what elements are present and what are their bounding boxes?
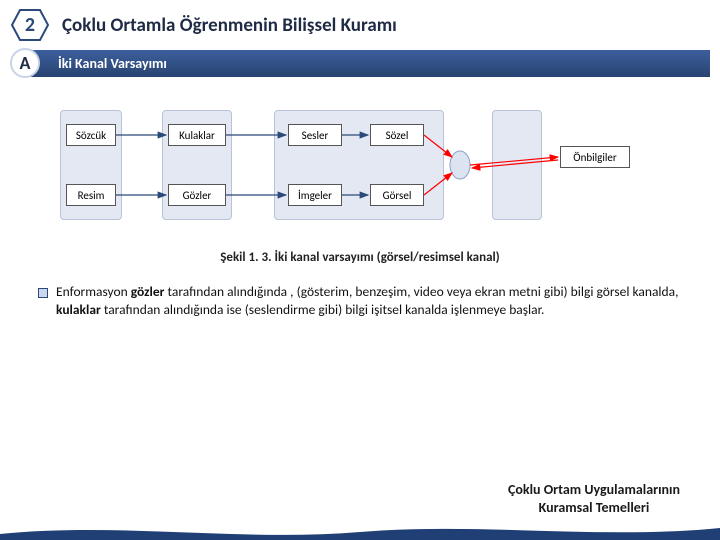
subheader-row: A İki Kanal Varsayımı <box>0 48 720 78</box>
bt-b2: kulaklar <box>56 301 104 318</box>
section-letter-badge: A <box>10 48 40 78</box>
footer-line2: Kuramsal Temelleri <box>508 499 680 517</box>
slide-number-hex: 2 <box>10 8 50 42</box>
node-gozler: Gözler <box>168 184 226 206</box>
footer-line1: Çoklu Ortam Uygulamalarının <box>508 481 680 499</box>
footer-title: Çoklu Ortam Uygulamalarının Kuramsal Tem… <box>508 481 680 516</box>
dual-channel-diagram: Sözcük Resim Kulaklar Gözler Sesler İmge… <box>60 102 680 242</box>
bt-1: Enformasyon <box>56 283 131 300</box>
figure-caption: Şekil 1. 3. İki kanal varsayımı (görsel/… <box>0 250 720 265</box>
bt-b1: gözler <box>131 283 168 300</box>
bullet-text: Enformasyon gözler tarafından alındığınd… <box>56 283 682 319</box>
node-gorsel: Görsel <box>370 184 424 206</box>
footer-wave-icon <box>0 522 720 540</box>
slide-number: 2 <box>25 13 35 37</box>
node-sozcuk: Sözcük <box>66 124 116 146</box>
diagram-arrows <box>60 102 660 242</box>
node-imgeler: İmgeler <box>288 184 342 206</box>
bullet-block: Enformasyon gözler tarafından alındığınd… <box>0 265 720 319</box>
node-kulaklar: Kulaklar <box>168 124 226 146</box>
bullet-square-icon <box>38 288 48 298</box>
bt-2: tarafından alındığında , (gösterim, benz… <box>168 283 679 300</box>
caption-rest: İki kanal varsayımı (görsel/resimsel kan… <box>272 250 500 265</box>
caption-bold: Şekil 1. 3. <box>220 250 271 265</box>
bt-3: tarafından alındığında ise (seslendirme … <box>104 301 545 318</box>
page-title: Çoklu Ortamla Öğrenmenin Bilişsel Kuramı <box>62 14 397 37</box>
section-title-pill: İki Kanal Varsayımı <box>30 50 710 77</box>
node-onbilgiler: Önbilgiler <box>560 146 630 168</box>
header-row: 2 Çoklu Ortamla Öğrenmenin Bilişsel Kura… <box>0 0 720 48</box>
node-sesler: Sesler <box>288 124 342 146</box>
node-sozel: Sözel <box>370 124 424 146</box>
node-resim: Resim <box>66 184 116 206</box>
